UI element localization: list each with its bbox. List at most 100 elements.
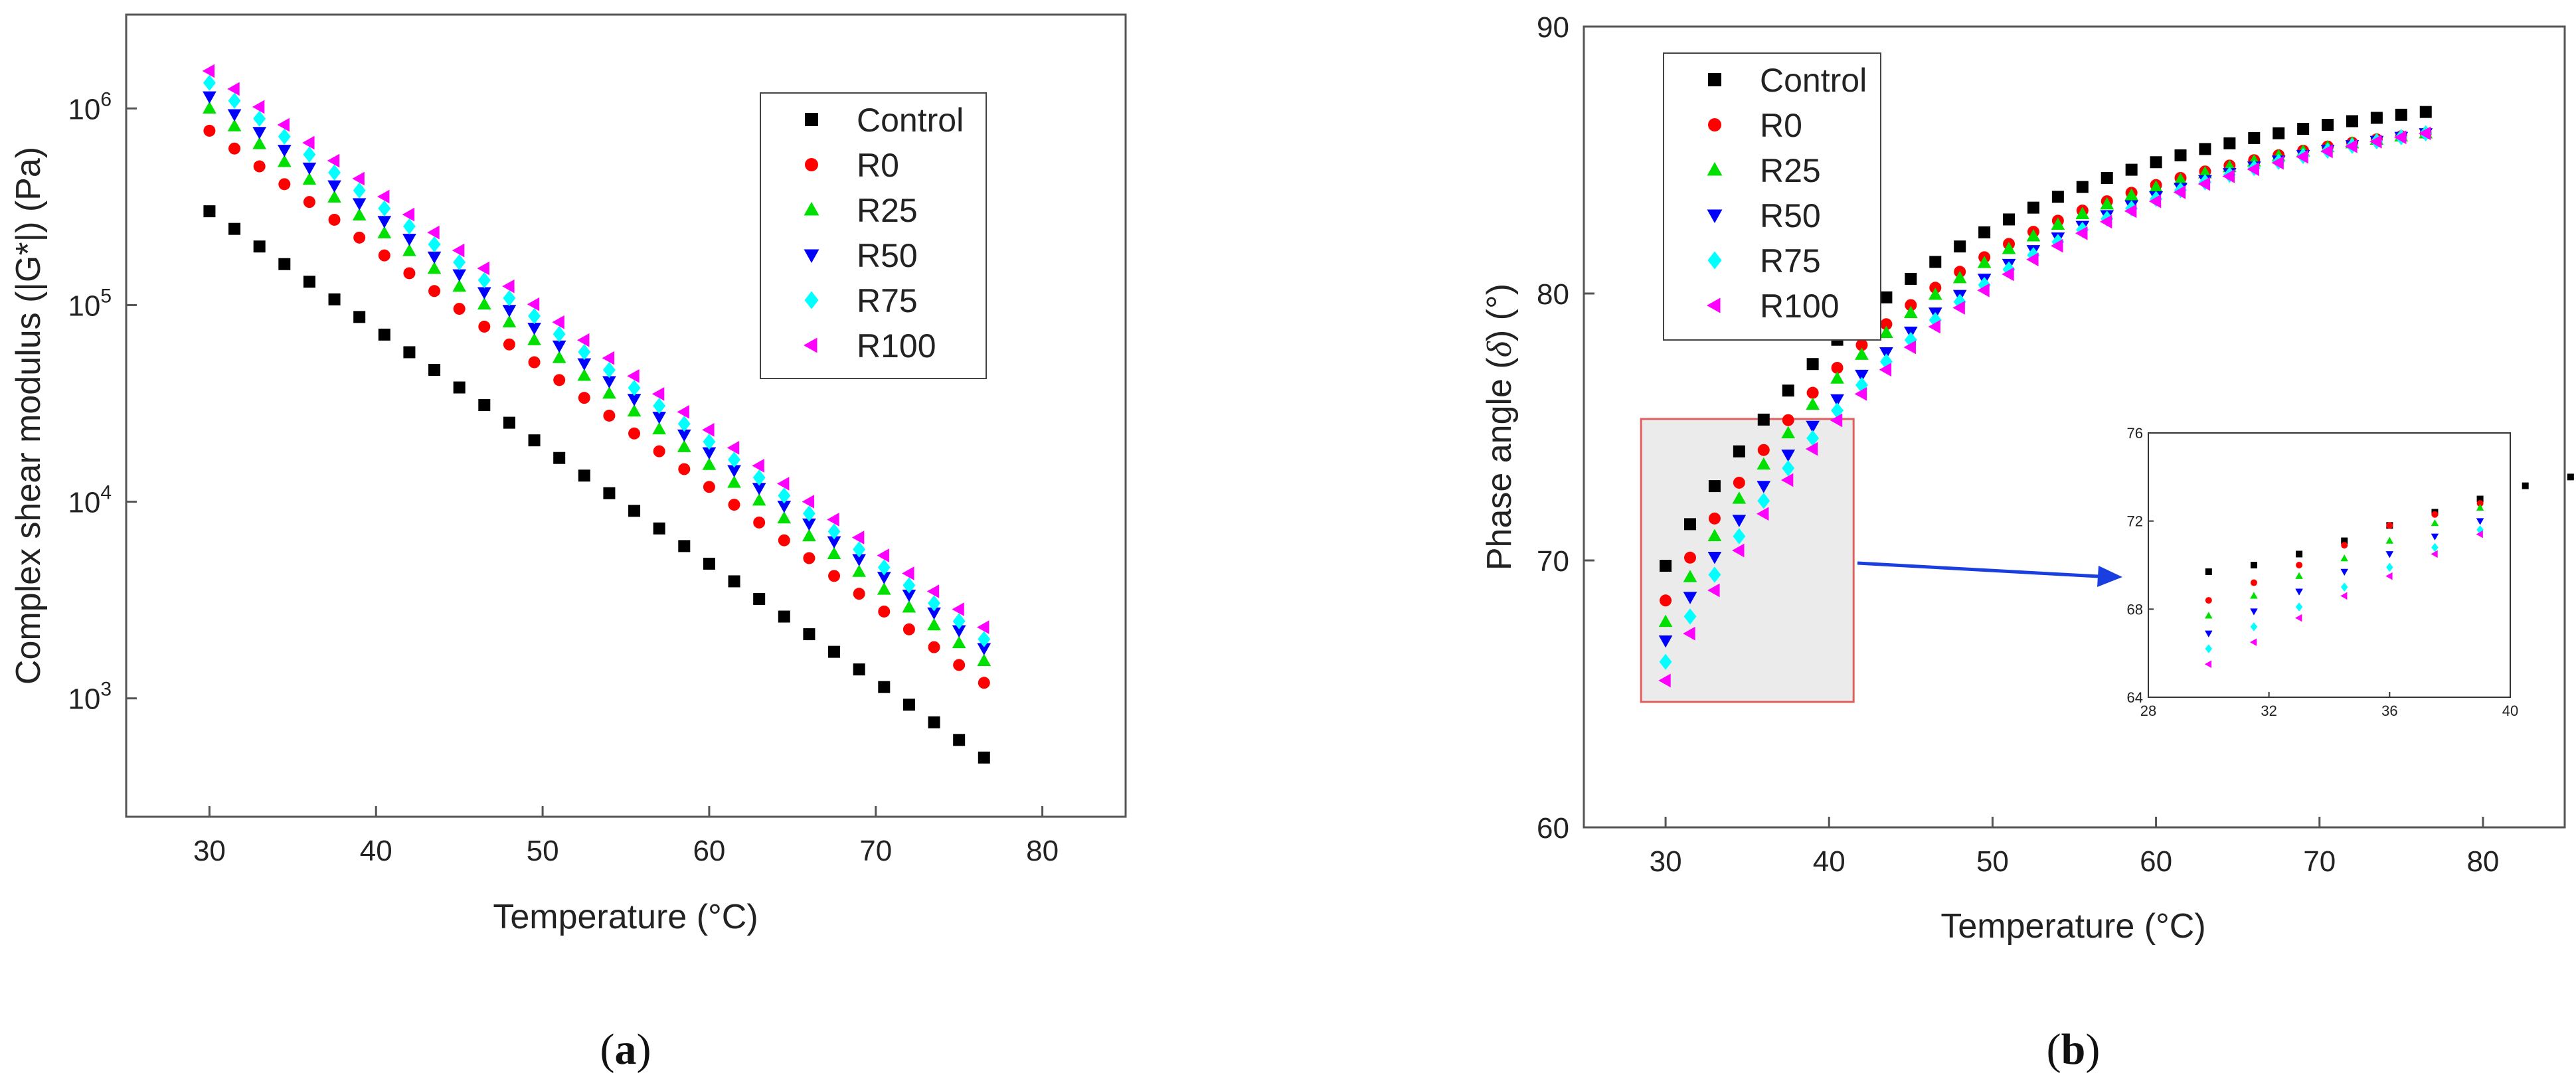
- inset-data-point: [2250, 592, 2258, 599]
- legend-marker-control: [805, 113, 818, 126]
- data-point: [902, 566, 914, 580]
- legend-label-r100: R100: [1760, 288, 1840, 325]
- data-point: [1708, 480, 1721, 493]
- data-point: [1660, 560, 1672, 572]
- inset-data-point: [2476, 503, 2484, 511]
- data-point: [978, 751, 990, 764]
- data-point: [527, 333, 541, 345]
- data-point: [851, 531, 865, 544]
- inset-data-point: [2295, 602, 2303, 612]
- data-point: [827, 546, 841, 559]
- x-axis-title-a: Temperature (°C): [493, 898, 758, 936]
- legend-marker-r75: [804, 291, 819, 309]
- inset-data-point: [2249, 638, 2257, 646]
- inset-data-point: [2295, 614, 2302, 622]
- data-point: [452, 243, 465, 258]
- data-point: [1781, 450, 1796, 462]
- legend-marker-r0: [1708, 118, 1721, 131]
- data-point: [1757, 457, 1771, 470]
- data-point: [1928, 288, 1942, 300]
- data-point: [853, 663, 865, 676]
- data-point: [778, 487, 791, 504]
- data-point: [2296, 149, 2308, 164]
- legend-marker-r0: [805, 158, 818, 171]
- data-point: [2101, 172, 2113, 185]
- inset-data-point: [2340, 554, 2348, 562]
- data-point: [228, 92, 241, 109]
- data-point: [352, 171, 365, 186]
- data-point: [677, 429, 691, 442]
- legend-marker-r50: [1707, 209, 1723, 223]
- legend-label-control: Control: [857, 102, 964, 139]
- data-point: [703, 434, 716, 450]
- data-point: [2418, 126, 2431, 141]
- data-point: [402, 207, 415, 222]
- data-point: [677, 440, 691, 452]
- data-point: [877, 572, 891, 584]
- data-point: [828, 570, 841, 582]
- data-point: [252, 127, 267, 139]
- data-point: [878, 681, 891, 693]
- panel-b: 30 40 50 60 70 80 60 70 80 90 28 32 36 40 64 68 72 76 C…: [1480, 11, 2574, 1074]
- inset-data-point: [2431, 519, 2439, 527]
- data-point: [777, 511, 792, 524]
- data-point: [1929, 311, 1942, 329]
- x-tick-label: 60: [2140, 845, 2172, 878]
- data-point: [427, 262, 442, 274]
- y-axis-title-b: Phase angle (δ) (°): [1480, 284, 1519, 570]
- data-point: [203, 74, 216, 91]
- data-point: [1855, 347, 1869, 360]
- data-point: [1658, 635, 1673, 648]
- data-point: [1757, 413, 1770, 426]
- data-point: [902, 699, 915, 711]
- series-r25: [203, 101, 991, 666]
- data-point: [602, 361, 616, 378]
- data-point: [1732, 515, 1747, 527]
- data-point: [1806, 420, 1820, 434]
- data-point: [677, 404, 689, 419]
- inset-data-point: [2476, 500, 2484, 507]
- legend-marker-r75: [1707, 251, 1722, 270]
- inset-data-point: [2522, 482, 2529, 489]
- data-point: [652, 422, 667, 435]
- inset-data-point: [2386, 562, 2393, 572]
- series-r50: [203, 91, 991, 655]
- data-point: [603, 487, 616, 499]
- legend-marker-r100: [804, 337, 817, 353]
- x-axis-title-b: Temperature (°C): [1940, 907, 2205, 946]
- inset-x-tick-label: 28: [2140, 703, 2156, 719]
- data-point: [377, 189, 390, 204]
- inset-data-point: [2205, 568, 2212, 575]
- data-point: [453, 381, 466, 394]
- data-point: [802, 495, 815, 509]
- data-point: [2148, 194, 2162, 209]
- data-point: [203, 91, 216, 104]
- data-point: [628, 380, 641, 396]
- data-point: [427, 225, 440, 240]
- inset-y-tick-label: 68: [2127, 601, 2143, 618]
- data-point: [928, 595, 940, 612]
- data-point: [477, 272, 491, 289]
- inset-data-point: [2476, 518, 2484, 525]
- data-point: [502, 315, 517, 328]
- data-point: [2297, 123, 2310, 135]
- data-point: [453, 303, 466, 315]
- data-point: [777, 501, 792, 513]
- data-point: [1830, 394, 1844, 407]
- data-point: [653, 445, 665, 458]
- data-point: [878, 605, 891, 618]
- data-point: [1879, 347, 1893, 360]
- data-point: [703, 481, 715, 493]
- data-point: [802, 505, 816, 522]
- data-point: [1708, 512, 1721, 525]
- data-point: [2099, 214, 2112, 229]
- data-point: [403, 346, 416, 359]
- data-point: [577, 358, 592, 371]
- data-point: [1707, 552, 1722, 564]
- legend-label-control: Control: [1760, 62, 1867, 99]
- data-point: [552, 351, 566, 363]
- data-point: [2051, 217, 2065, 230]
- inset-data-point: [2295, 588, 2303, 596]
- y-tick-label: 103: [68, 679, 112, 716]
- data-point: [803, 628, 816, 641]
